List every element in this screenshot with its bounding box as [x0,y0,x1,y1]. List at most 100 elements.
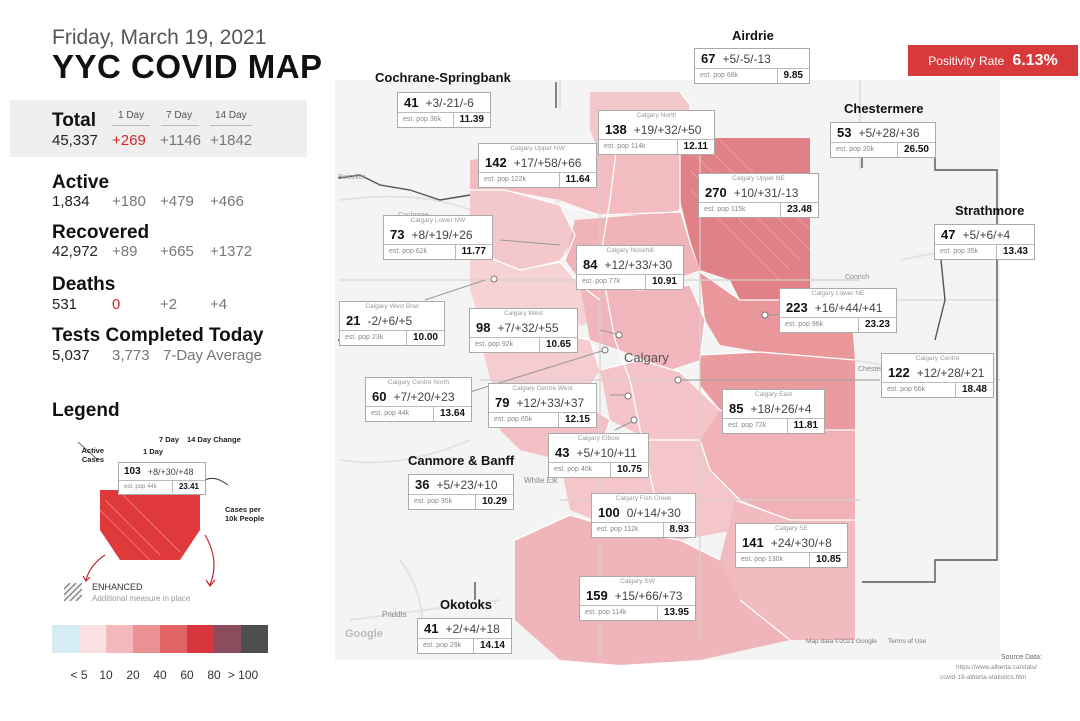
calgary-fish-creek-pop: est. pop 112k [597,526,639,533]
scale-label-40: 40 [153,668,167,682]
chestermere-rate: 26.50 [896,143,935,157]
airdrie-title: Airdrie [732,28,774,43]
terms-of-use-link[interactable]: Terms of Use [888,638,927,645]
calgary-east-rate: 11.81 [786,419,824,433]
region-card-calgary-elbow[interactable]: Calgary Elbow 43 +5/+10/+11 est. pop 40k 1… [548,433,649,478]
region-card-calgary-upper-nw[interactable]: Calgary Upper NW 142 +17/+58/+66 est. pop… [478,143,597,188]
okotoks-change: +2/+4/+18 [445,621,500,636]
calgary-centre-north-name: Calgary Centre North [387,379,450,386]
active-label: Active [52,172,110,193]
calgary-north-rate: 12.11 [676,140,714,154]
chestermere-cases: 53 [837,125,852,140]
calgary-nosehill-name: Calgary Nosehill [606,247,654,254]
total-label: Total [52,110,96,131]
region-card-calgary-centre[interactable]: Calgary Centre 122 +12/+28/+21 est. pop 6… [881,353,994,398]
region-card-okotoks[interactable]: 41 +2/+4/+18 est. pop 29k 14.14 [417,618,512,654]
source-url-line1[interactable]: https://www.alberta.ca/stats/ [956,664,1037,671]
region-card-calgary-west-bow[interactable]: Calgary West Bow 21 -2/+6/+5 est. pop 23k… [339,301,445,346]
region-card-calgary-fish-creek[interactable]: Calgary Fish Creek 100 0/+14/+30 est. pop… [591,493,696,538]
calgary-upper-ne-change: +10/+31/-13 [733,185,799,200]
scale-label-80: 80 [207,668,221,682]
legend-sample-change: +8/+30/+48 [147,466,194,477]
region-card-calgary-sw[interactable]: Calgary SW 159 +15/+66/+73 est. pop 114k 1… [579,576,696,621]
calgary-sw-pop: est. pop 114k [585,609,627,616]
airdrie-pop: est. pop 68k [700,72,739,79]
calgary-centre-west-cases: 79 [495,395,510,410]
airdrie-cases: 67 [701,51,716,66]
calgary-lower-ne-pop: est. pop 96k [785,321,824,328]
region-card-calgary-centre-west[interactable]: Calgary Centre West 79 +12/+33/+37 est. p… [488,383,597,428]
total-value: 45,337 [52,132,98,149]
calgary-east-name: Calgary East [754,391,793,398]
region-card-calgary-centre-north[interactable]: Calgary Centre North 60 +7/+20/+23 est. p… [365,377,472,422]
col-14day-header: 14 Day [215,110,247,121]
region-card-calgary-upper-ne[interactable]: Calgary Upper NE 270 +10/+31/-13 est. pop… [698,173,819,218]
calgary-lower-ne-rate: 23.23 [857,318,896,332]
chestermere-pop: est. pop 20k [836,146,875,153]
calgary-nosehill-change: +12/+33/+30 [604,257,673,272]
calgary-sw-change: +15/+66/+73 [614,588,683,603]
scale-label-10: 10 [99,668,113,682]
calgary-north-pop: est. pop 114k [604,143,646,150]
okotoks-title: Okotoks [440,597,493,612]
legend-14day-label: 14 Day Change [187,435,241,444]
canmore-title: Canmore & Banff [408,453,515,468]
beiseker-label: Beiseker [338,174,366,181]
calgary-north-name: Calgary North [636,112,677,119]
calgary-label: Calgary [624,350,669,365]
calgary-elbow-change: +5/+10/+11 [576,445,637,460]
legend-1day-label: 1 Day [143,447,164,456]
calgary-lower-nw-change: +8/+19/+26 [411,227,473,242]
active-14day: +466 [210,193,244,210]
region-card-calgary-east[interactable]: Calgary East 85 +18/+26/+4 est. pop 72k 11… [722,389,825,434]
tests-7day-avg-label: 7-Day Average [163,347,262,364]
region-card-cochrane[interactable]: 41 +3/-21/-6 est. pop 36k 11.39 [397,92,491,128]
strathmore-cases: 47 [941,227,956,242]
airdrie-change: +5/-5/-13 [722,51,771,66]
calgary-upper-ne-cases: 270 [705,185,727,200]
region-card-calgary-se[interactable]: Calgary SE 141 +24/+30/+8 est. pop 130k 10… [735,523,848,568]
deaths-1day: 0 [112,296,121,313]
region-card-calgary-west[interactable]: Calgary West 98 +7/+32/+55 est. pop 92k 10… [469,308,578,353]
airdrie-rate: 9.85 [776,69,809,83]
calgary-north-change: +19/+32/+50 [633,122,702,137]
region-card-strathmore[interactable]: 47 +5/+6/+4 est. pop 35k 13.43 [934,224,1035,260]
calgary-elbow-rate: 10.75 [609,463,648,477]
calgary-west-bow-pop: est. pop 23k [345,334,384,341]
region-card-chestermere[interactable]: 53 +5/+28/+36 est. pop 20k 26.50 [830,122,936,158]
calgary-nosehill-pop: est. pop 77k [582,278,621,285]
calgary-west-change: +7/+32/+55 [497,320,559,335]
chestermere-map-label: Chestermere [858,366,899,373]
calgary-lower-ne-cases: 223 [786,300,808,315]
source-url-line2[interactable]: covid-19-alberta-statistics.htm [940,674,1027,681]
region-card-airdrie[interactable]: 67 +5/-5/-13 est. pop 68k 9.85 [694,48,810,84]
google-watermark: Google [345,628,383,640]
region-card-calgary-lower-nw[interactable]: Calgary Lower NW 73 +8/+19/+26 est. pop 6… [383,215,493,260]
calgary-centre-west-name: Calgary Centre West [512,385,573,392]
total-7day: +1146 [160,132,202,149]
conrich-label: Conrich [845,274,870,281]
cochrane-cases: 41 [404,95,419,110]
scale-swatch-1 [79,625,106,653]
calgary-north-cases: 138 [605,122,627,137]
calgary-nosehill-rate: 10.91 [644,275,683,289]
calgary-se-cases: 141 [742,535,764,550]
cochrane-rate: 11.39 [452,113,490,127]
recovered-value: 42,972 [52,243,98,260]
calgary-upper-nw-cases: 142 [485,155,507,170]
region-card-calgary-north[interactable]: Calgary North 138 +19/+32/+50 est. pop 11… [598,110,715,155]
deaths-14day: +4 [210,296,228,313]
col-1day-rule [112,125,150,126]
legend-active-cases-label: Active Cases [81,446,104,464]
calgary-sw-cases: 159 [586,588,608,603]
calgary-centre-west-change: +12/+33/+37 [516,395,585,410]
legend-per10k-label: Cases per 10k People [225,505,265,523]
calgary-centre-cases: 122 [888,365,910,380]
scale-label-lt5: < 5 [70,668,88,682]
calgary-west-pop: est. pop 92k [475,341,514,348]
region-card-calgary-lower-ne[interactable]: Calgary Lower NE 223 +16/+44/+41 est. pop… [779,288,897,333]
deaths-7day: +2 [160,296,178,313]
region-card-canmore[interactable]: 36 +5/+23/+10 est. pop 35k 10.29 [408,474,514,510]
recovered-label: Recovered [52,222,150,243]
region-card-calgary-nosehill[interactable]: Calgary Nosehill 84 +12/+33/+30 est. pop … [576,245,684,290]
